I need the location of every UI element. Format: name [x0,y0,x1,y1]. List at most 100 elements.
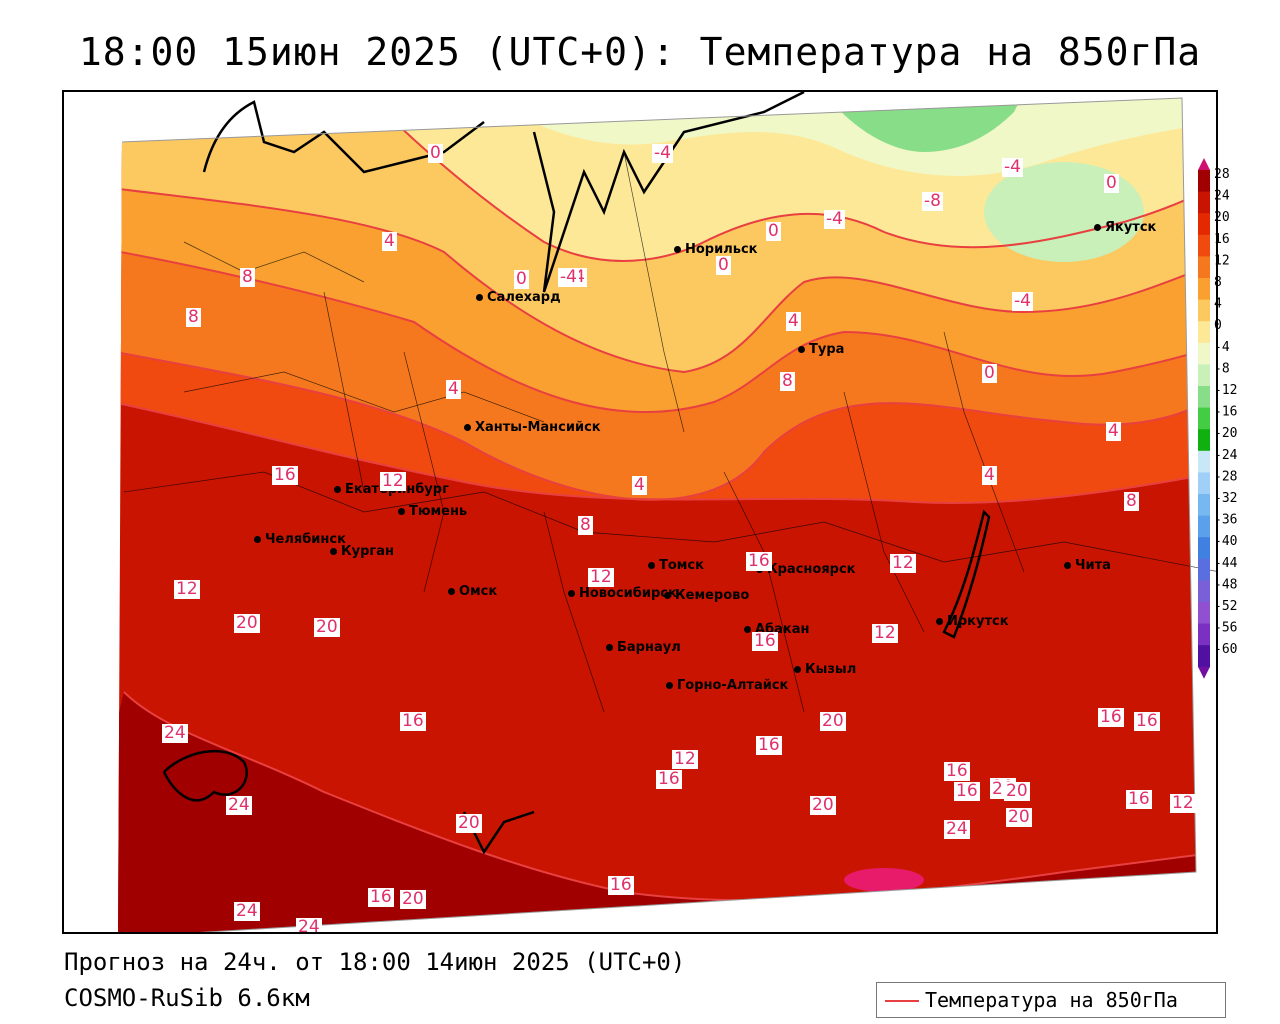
city-name: Тюмень [409,504,468,519]
zone-cold-core [984,162,1144,262]
contour-label: 20 [1004,781,1030,801]
city-name: Курган [341,544,394,559]
city-name: Кызыл [805,662,857,677]
contour-label: 12 [380,471,406,491]
city-dot [606,644,613,651]
colorbar-swatch [1198,278,1210,301]
contour-label: 16 [608,875,634,895]
contour-label: 16 [272,465,298,485]
city-dot [794,666,801,673]
contour-label: 4 [446,379,461,399]
colorbar-swatch [1198,170,1210,193]
colorbar-tick-label: 16 [1214,232,1230,247]
contour-label: 16 [752,631,778,651]
city-dot [330,548,337,555]
contour-label: 16 [1126,789,1152,809]
contour-label: 8 [1124,491,1139,511]
city-name: Чита [1075,558,1111,573]
contour-label: 0 [514,269,529,289]
city-dot [254,536,261,543]
contour-label: -8 [922,191,943,211]
domain-edge [121,97,1197,932]
city-label: Горно-Алтайск [666,678,788,693]
contour-label: 0 [1104,173,1119,193]
city-label: Омск [448,584,497,599]
colorbar-tick-label: -44 [1214,556,1238,571]
colorbar-swatch [1198,234,1210,257]
colorbar-tick-label: 0 [1214,318,1222,333]
contour-label: 20 [234,613,260,633]
forecast-info: Прогноз на 24ч. от 18:00 14июн 2025 (UTC… [64,948,686,976]
contour-label: 24 [226,795,252,815]
city-dot [1094,224,1101,231]
contour-label: 8 [780,371,795,391]
city-dot [674,246,681,253]
colorbar-swatch [1198,342,1210,365]
city-dot [664,592,671,599]
contour-label: 16 [944,761,970,781]
contour-label: 4 [786,311,801,331]
colorbar-swatch [1198,321,1210,344]
legend-line [885,1000,919,1002]
colorbar-top-arrow [1198,158,1210,170]
colorbar-swatch [1198,450,1210,473]
city-name: Барнаул [617,640,681,655]
contour-label: 16 [746,551,772,571]
contour-label: 0 [428,143,443,163]
city-dot [334,486,341,493]
legend-label: Температура на 850гПа [925,988,1178,1012]
city-name: Томск [659,558,704,573]
contour-label: 16 [368,887,394,907]
contour-label: -4 [1002,157,1023,177]
contour-label: 20 [456,813,482,833]
colorbar-tick-label: -16 [1214,405,1237,420]
colorbar-swatch [1198,213,1210,236]
city-dot [648,562,655,569]
colorbar-swatch [1198,407,1210,430]
city-label: Новосибирск [568,586,677,601]
city-label: Ханты-Мансийск [464,420,601,435]
contour-label: 12 [1170,793,1196,813]
colorbar-swatch [1198,602,1210,625]
model-name: COSMO-RuSib 6.6км [64,984,310,1012]
contour-label: 16 [1134,711,1160,731]
colorbar-tick-label: 4 [1214,297,1222,312]
contour-label: 24 [296,918,322,932]
colorbar-tick-label: 8 [1214,275,1222,290]
contour-label: 16 [756,735,782,755]
colorbar-swatch [1198,429,1210,452]
city-label: Тура [798,342,844,357]
city-label: Кызыл [794,662,856,677]
legend: Температура на 850гПа [876,982,1226,1018]
contour-label: 24 [944,819,970,839]
colorbar-tick-label: -4 [1214,340,1230,355]
colorbar-swatch [1198,558,1210,581]
city-dot [936,618,943,625]
colorbar-bottom-arrow [1198,666,1210,679]
contour-label: 16 [954,781,980,801]
contour-label: 20 [1006,807,1032,827]
city-name: Новосибирск [579,586,677,601]
colorbar-tick-label: -52 [1214,599,1237,614]
colorbar-swatch [1198,256,1210,279]
colorbar-swatch [1198,364,1210,387]
city-dot [1064,562,1071,569]
colorbar-tick-label: -20 [1214,426,1237,441]
colorbar-swatch [1198,537,1210,560]
contour-label: 0 [766,221,781,241]
colorbar-swatch [1198,191,1210,214]
colorbar-tick-label: -48 [1214,577,1237,592]
colorbar-tick-label: -28 [1214,469,1237,484]
colorbar-swatch [1198,299,1210,322]
contour-label: 4 [1106,421,1121,441]
temperature-map[interactable]: Норильск Якутск Салехард Тура Ханты-Мансийск… [62,90,1218,934]
contour-label: 20 [314,617,340,637]
city-label: Тюмень [398,504,467,519]
contour-label: 8 [186,307,201,327]
chart-title: 18:00 15июн 2025 (UTC+0): Температура на… [78,30,1202,74]
city-name: Салехард [487,290,561,305]
city-label: Норильск [674,242,758,257]
colorbar-swatch [1198,386,1210,409]
colorbar-tick-label: -12 [1214,383,1237,398]
contour-label: -4 [824,209,845,229]
